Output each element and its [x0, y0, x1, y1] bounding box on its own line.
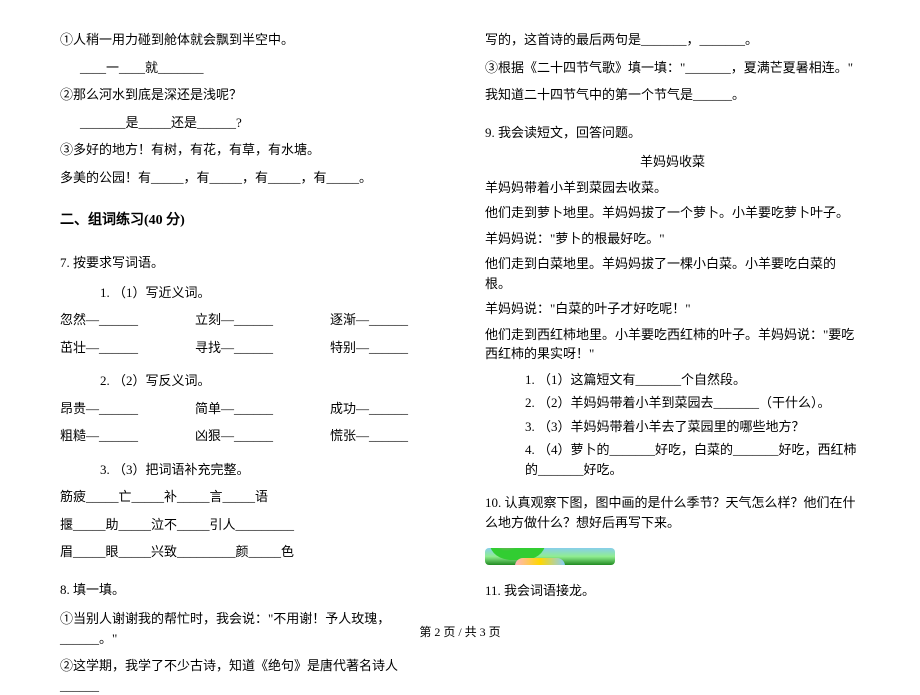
illustration-image: [485, 548, 615, 565]
syn-word: 立刻—______: [195, 310, 300, 330]
syn-word: 寻找—______: [195, 338, 300, 358]
q8-item-3: ③根据《二十四节气歌》填一填："_______，夏满芒夏暑相连。": [485, 58, 860, 78]
story-line: 羊妈妈说："萝卜的根最好吃。": [485, 229, 860, 249]
page-footer: 第 2 页 / 共 3 页: [0, 623, 920, 640]
question-7: 7. 按要求写词语。: [60, 253, 435, 273]
two-column-layout: ①人稍一用力碰到舱体就会飘到半空中。 ____一____就_______ ②那么…: [60, 30, 860, 610]
q9-sub-4: 4. （4）萝卜的_______好吃，白菜的_______好吃，西红柿的____…: [525, 440, 860, 479]
question-7-3: 3. （3）把词语补充完整。: [60, 460, 435, 480]
ant-word: 简单—______: [195, 399, 300, 419]
story-line: 羊妈妈说："白菜的叶子才好吃呢！": [485, 299, 860, 319]
left-column: ①人稍一用力碰到舱体就会飘到半空中。 ____一____就_______ ②那么…: [60, 30, 435, 610]
synonym-row-1: 忽然—______ 立刻—______ 逐渐—______: [60, 310, 435, 330]
item-3-blank: 多美的公园！有_____，有_____，有_____，有_____。: [60, 168, 435, 188]
antonym-row-1: 昂贵—______ 简单—______ 成功—______: [60, 399, 435, 419]
q8-item-2: ②这学期，我学了不少古诗，知道《绝句》是唐代著名诗人______: [60, 656, 435, 695]
question-7-1: 1. （1）写近义词。: [60, 283, 435, 303]
question-10: 10. 认真观察下图，图中画的是什么季节？天气怎么样？他们在什么地方做什么？想好…: [485, 493, 860, 532]
question-7-2: 2. （2）写反义词。: [60, 371, 435, 391]
right-column: 写的，这首诗的最后两句是_______，_______。 ③根据《二十四节气歌》…: [485, 30, 860, 610]
item-2: ②那么河水到底是深还是浅呢？: [60, 85, 435, 105]
item-3: ③多好的地方！有树，有花，有草，有水塘。: [60, 140, 435, 160]
fill-row-3: 眉_____眼_____兴致_________颜_____色: [60, 542, 435, 562]
antonym-row-2: 粗糙—______ 凶狠—______ 慌张—______: [60, 426, 435, 446]
section-2-title: 二、组词练习(40 分): [60, 209, 435, 229]
q8-cont-1: 写的，这首诗的最后两句是_______，_______。: [485, 30, 860, 50]
ant-word: 凶狠—______: [195, 426, 300, 446]
syn-word: 茁壮—______: [60, 338, 165, 358]
q9-sub-3: 3. （3）羊妈妈带着小羊去了菜园里的哪些地方？: [525, 417, 860, 437]
question-9: 9. 我会读短文，回答问题。: [485, 123, 860, 143]
q8-item-3b: 我知道二十四节气中的第一个节气是______。: [485, 85, 860, 105]
ant-word: 昂贵—______: [60, 399, 165, 419]
fill-row-1: 筋疲_____亡_____补_____言_____语: [60, 487, 435, 507]
story-line: 他们走到萝卜地里。羊妈妈拔了一个萝卜。小羊要吃萝卜叶子。: [485, 203, 860, 223]
q9-sub-1: 1. （1）这篇短文有_______个自然段。: [525, 370, 860, 390]
fill-row-2: 揠_____助_____泣不_____引人_________: [60, 515, 435, 535]
item-2-blank: _______是_____还是______?: [60, 113, 435, 133]
question-11: 11. 我会词语接龙。: [485, 581, 860, 601]
question-8: 8. 填一填。: [60, 580, 435, 600]
story-line: 羊妈妈带着小羊到菜园去收菜。: [485, 178, 860, 198]
story-title: 羊妈妈收菜: [485, 152, 860, 172]
syn-word: 逐渐—______: [330, 310, 435, 330]
syn-word: 特别—______: [330, 338, 435, 358]
story-line: 他们走到西红柿地里。小羊要吃西红柿的叶子。羊妈妈说："要吃西红柿的果实呀！": [485, 325, 860, 364]
item-1: ①人稍一用力碰到舱体就会飘到半空中。: [60, 30, 435, 50]
q9-sub-2: 2. （2）羊妈妈带着小羊到菜园去_______（干什么）。: [525, 393, 860, 413]
synonym-row-2: 茁壮—______ 寻找—______ 特别—______: [60, 338, 435, 358]
q9-sub-questions: 1. （1）这篇短文有_______个自然段。 2. （2）羊妈妈带着小羊到菜园…: [485, 370, 860, 484]
item-1-blank: ____一____就_______: [60, 58, 435, 78]
syn-word: 忽然—______: [60, 310, 165, 330]
ant-word: 慌张—______: [330, 426, 435, 446]
ant-word: 成功—______: [330, 399, 435, 419]
story-line: 他们走到白菜地里。羊妈妈拔了一棵小白菜。小羊要吃白菜的根。: [485, 254, 860, 293]
ant-word: 粗糙—______: [60, 426, 165, 446]
